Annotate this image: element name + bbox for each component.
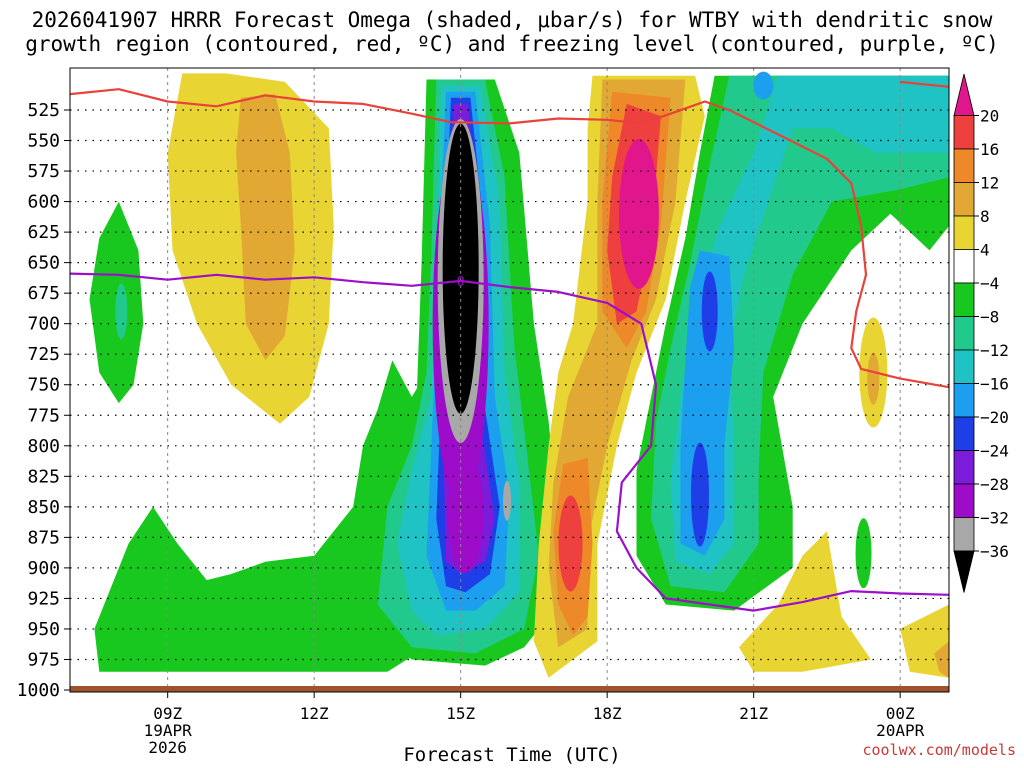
y-tick-label: 825 (27, 466, 60, 487)
colorbar-bin (953, 450, 975, 485)
x-axis-title: Forecast Time (UTC) (403, 744, 621, 766)
colorbar-label: −4 (980, 274, 999, 293)
y-tick-label: 600 (27, 192, 60, 213)
y-tick-label: 925 (27, 588, 60, 609)
y-tick-label: 625 (27, 222, 60, 243)
x-tick-label: 21Z (739, 704, 768, 723)
colorbar-bin (953, 148, 975, 183)
colorbar-bin (953, 182, 975, 217)
chart-title-line1: 2026041907 HRRR Forecast Omega (shaded, … (31, 8, 993, 32)
y-tick-label: 650 (27, 253, 60, 274)
colorbar-label: −16 (980, 375, 1009, 394)
colorbar-bin (953, 73, 975, 116)
freezing-level-label: 0 (457, 275, 465, 290)
colorbar-label: 8 (980, 207, 990, 226)
colorbar-bin (953, 483, 975, 518)
chart-title-line2: growth region (contoured, red, ºC) and f… (25, 32, 999, 56)
omega-ascent-gray-lower (503, 480, 512, 521)
y-tick-label: 750 (27, 375, 60, 396)
y-tick-label: 850 (27, 497, 60, 518)
colorbar-bin (953, 517, 975, 552)
y-tick-label: 725 (27, 344, 60, 365)
omega-right-db-lower (690, 442, 709, 547)
y-tick-label: 975 (27, 649, 60, 670)
omega-right-low-gold (934, 641, 949, 678)
y-tick-label: 675 (27, 283, 60, 304)
x-tick-label: 09Z (153, 704, 182, 723)
colorbar-label: 12 (980, 174, 999, 193)
y-tick-label: 525 (27, 100, 60, 121)
colorbar-bin (953, 383, 975, 418)
colorbar-label: −8 (980, 308, 999, 327)
omega-negative-left-lower (94, 360, 437, 672)
colorbar-bin (953, 550, 975, 593)
omega-ascent-p2-lower (447, 452, 484, 573)
y-tick-label: 900 (27, 558, 60, 579)
omega-negative-left-upper-core (115, 283, 128, 340)
x-tick-label: 00Z (886, 704, 915, 723)
y-tick-label: 800 (27, 436, 60, 457)
x-tick-label: 2026 (148, 738, 187, 757)
colorbar: 20 16 12 8 4 −4 −8 −12 −16 −20 −24 −28 −32 −36 (953, 73, 1009, 593)
y-tick-label: 1000 (17, 680, 60, 701)
colorbar-label: 16 (980, 140, 999, 159)
colorbar-label: −28 (980, 475, 1009, 494)
omega-right-db (701, 271, 718, 352)
x-tick-label: 20APR (876, 721, 925, 740)
colorbar-bin (953, 215, 975, 250)
colorbar-label: 4 (980, 241, 990, 260)
omega-descent-magenta (618, 138, 659, 289)
ground-surface (70, 686, 949, 692)
omega-right-gold-core (867, 352, 880, 405)
colorbar-bin (953, 349, 975, 384)
colorbar-label: −36 (980, 542, 1009, 561)
colorbar-label: 20 (980, 107, 999, 126)
omega-descent-lower-red (558, 495, 583, 592)
colorbar-bin (953, 316, 975, 351)
omega-right-green-dot (855, 518, 872, 589)
colorbar-bin (953, 416, 975, 451)
omega-ascent-black (442, 123, 479, 414)
colorbar-label: −12 (980, 341, 1009, 360)
freezing-level-line (70, 272, 949, 612)
plot-frame (69, 67, 950, 693)
colorbar-bin (953, 115, 975, 150)
x-tick-label: 18Z (593, 704, 622, 723)
colorbar-label: −32 (980, 509, 1009, 528)
colorbar-bin (953, 249, 975, 284)
omega-right-lb-top (753, 71, 774, 100)
colorbar-label: −24 (980, 442, 1009, 461)
colorbar-bin (953, 282, 975, 317)
y-tick-label: 775 (27, 405, 60, 426)
y-tick-label: 575 (27, 161, 60, 182)
x-tick-label: 19APR (144, 721, 193, 740)
colorbar-label: −20 (980, 408, 1009, 427)
dgz-contour-line (70, 88, 949, 389)
y-tick-label: 875 (27, 527, 60, 548)
credit-text: coolwx.com/models (862, 741, 1016, 759)
y-tick-label: 950 (27, 619, 60, 640)
y-tick-label: 700 (27, 314, 60, 335)
x-tick-label: 15Z (446, 704, 475, 723)
y-tick-label: 550 (27, 131, 60, 152)
omega-right-cy (670, 75, 949, 575)
dgz-contour-line (900, 80, 949, 88)
x-tick-label: 12Z (300, 704, 329, 723)
